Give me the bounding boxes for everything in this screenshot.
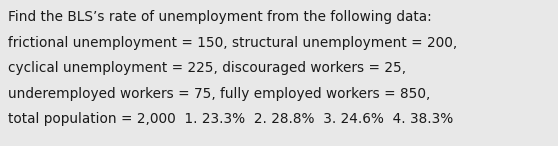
Text: underemployed workers = 75, fully employed workers = 850,: underemployed workers = 75, fully employ… — [8, 87, 431, 101]
Text: total population = 2,000  1. 23.3%  2. 28.8%  3. 24.6%  4. 38.3%: total population = 2,000 1. 23.3% 2. 28.… — [8, 112, 454, 126]
Text: Find the BLS’s rate of unemployment from the following data:: Find the BLS’s rate of unemployment from… — [8, 10, 432, 24]
Text: cyclical unemployment = 225, discouraged workers = 25,: cyclical unemployment = 225, discouraged… — [8, 61, 406, 75]
Text: frictional unemployment = 150, structural unemployment = 200,: frictional unemployment = 150, structura… — [8, 36, 458, 50]
